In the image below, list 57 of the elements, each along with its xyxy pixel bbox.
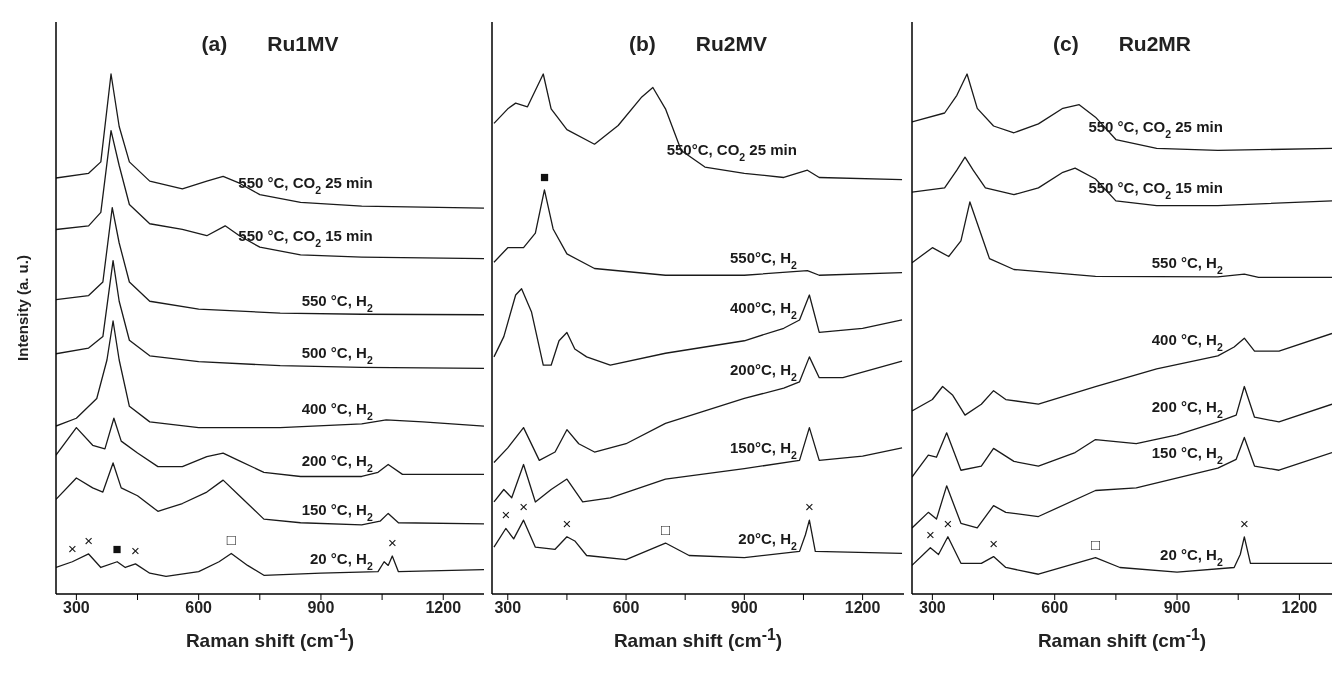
annotation: × bbox=[387, 534, 397, 552]
chart-subtitle: (c) bbox=[1052, 32, 1079, 56]
annotation: × bbox=[805, 498, 814, 516]
x-axis-title: Raman shift (cm$^{-1}$) bbox=[612, 626, 784, 653]
chart-title: Ru2MV bbox=[695, 32, 767, 56]
annotation: ■ bbox=[539, 167, 549, 185]
chart-subtitle: (a) bbox=[201, 32, 228, 56]
annotation: × bbox=[1239, 514, 1249, 532]
annotation: × bbox=[943, 514, 953, 532]
x-tick-label: 300 bbox=[63, 599, 90, 617]
annotation: × bbox=[67, 539, 77, 557]
series-label: 20 °C, H$_{2}$ bbox=[310, 549, 373, 572]
annotation: × bbox=[989, 534, 998, 552]
series-label: 400 °C, H$_{2}$ bbox=[1151, 331, 1223, 354]
series-label: 150 °C, H$_{2}$ bbox=[1151, 443, 1223, 466]
series-label: 150°C, H$_{2}$ bbox=[730, 438, 798, 461]
annotation: × bbox=[84, 531, 93, 549]
x-tick-label: 300 bbox=[919, 599, 946, 617]
chart-title: Ru1MV bbox=[267, 32, 339, 56]
series-label: 200°C, H$_{2}$ bbox=[730, 360, 798, 383]
series-label: 150 °C, H$_{2}$ bbox=[301, 500, 373, 523]
series-label: 550 °C, CO$_{2}$ 15 min bbox=[238, 226, 373, 249]
annotation: × bbox=[562, 514, 572, 532]
x-tick-label: 600 bbox=[185, 599, 213, 617]
x-tick-label: 900 bbox=[307, 599, 335, 617]
annotation: × bbox=[519, 498, 528, 516]
x-tick-label: 1200 bbox=[844, 599, 881, 617]
x-tick-label: 1200 bbox=[1281, 599, 1318, 617]
series-label: 550 °C, H$_{2}$ bbox=[1151, 254, 1223, 277]
series-label: 550°C, H$_{2}$ bbox=[730, 249, 798, 272]
series-label: 20°C, H$_{2}$ bbox=[738, 529, 798, 552]
series-label: 400°C, H$_{2}$ bbox=[730, 299, 798, 322]
annotation: ■ bbox=[112, 539, 122, 557]
series-label: 500 °C, H$_{2}$ bbox=[301, 344, 373, 367]
annotation: × bbox=[501, 506, 511, 524]
annotation: □ bbox=[1090, 535, 1101, 553]
annotation: □ bbox=[660, 521, 670, 539]
annotation: × bbox=[925, 525, 935, 543]
series-label: 200 °C, H$_{2}$ bbox=[1151, 398, 1223, 421]
x-tick-label: 900 bbox=[1163, 599, 1191, 617]
x-tick-label: 600 bbox=[612, 599, 640, 617]
annotation: × bbox=[131, 541, 140, 559]
series-label: 400 °C, H$_{2}$ bbox=[301, 400, 373, 423]
y-axis-title: Intensity (a. u.) bbox=[13, 255, 31, 361]
series-label: 550 °C, CO$_{2}$ 25 min bbox=[238, 174, 373, 197]
series-label: 20 °C, H$_{2}$ bbox=[1160, 546, 1223, 569]
x-axis-title: Raman shift (cm$^{-1}$) bbox=[1036, 626, 1208, 653]
x-tick-label: 300 bbox=[494, 599, 522, 617]
series-label: 200 °C, H$_{2}$ bbox=[301, 451, 373, 474]
x-tick-label: 1200 bbox=[425, 599, 462, 617]
series-label: 550 °C, H$_{2}$ bbox=[301, 291, 373, 314]
chart-title: Ru2MR bbox=[1118, 32, 1191, 56]
x-tick-label: 600 bbox=[1041, 599, 1069, 617]
x-tick-label: 900 bbox=[730, 599, 758, 617]
chart-subtitle: (b) bbox=[628, 32, 656, 56]
x-axis-title: Raman shift (cm$^{-1}$) bbox=[184, 626, 356, 653]
annotation: □ bbox=[226, 531, 236, 549]
